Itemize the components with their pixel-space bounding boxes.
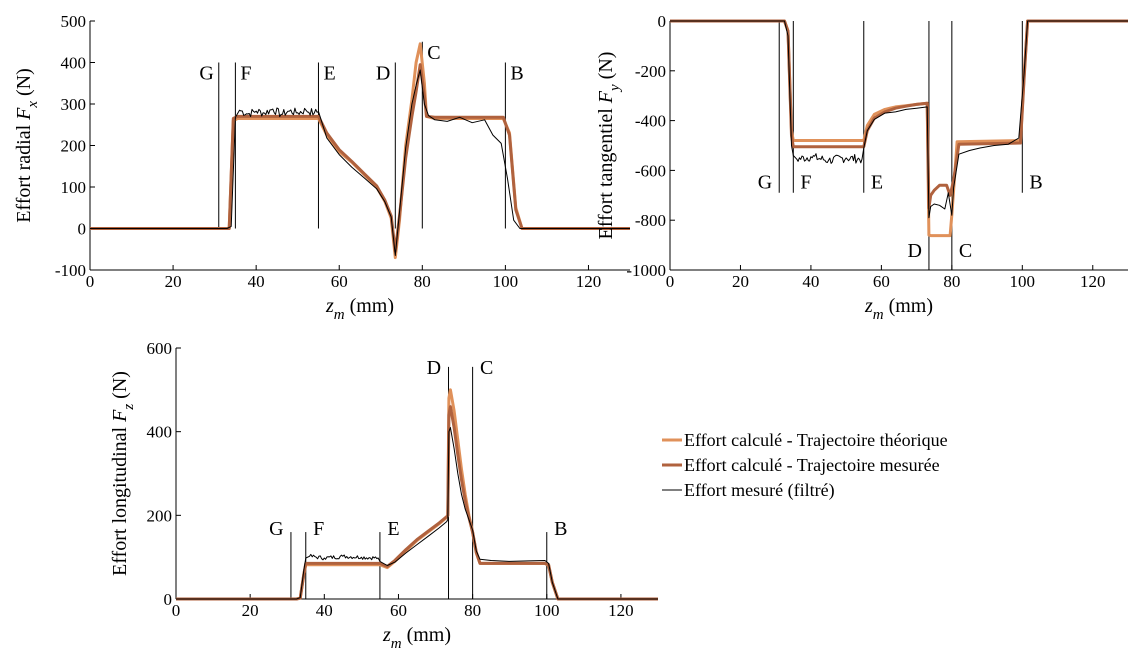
x-tick-label: 0 — [172, 601, 181, 620]
marker-label-C: C — [480, 357, 493, 379]
x-tick-label: 20 — [732, 272, 749, 291]
marker-label-F: F — [240, 63, 251, 85]
x-tick-label: 60 — [873, 272, 890, 291]
series-line-1 — [670, 19, 1128, 238]
x-axis-label: zm (mm) — [325, 295, 394, 323]
x-axis-label: zm (mm) — [382, 624, 451, 650]
series-line-1 — [176, 388, 658, 601]
x-tick-label: 120 — [576, 272, 602, 291]
legend-entry-2: Effort calculé - Trajectoire mesurée — [684, 455, 940, 475]
marker-label-C: C — [427, 42, 440, 64]
y-tick-label: 100 — [61, 178, 87, 197]
marker-label-D: D — [907, 240, 921, 262]
marker-label-B: B — [1029, 172, 1042, 194]
marker-label-E: E — [323, 63, 335, 85]
y-tick-label: 0 — [164, 590, 173, 609]
y-tick-label: -400 — [635, 112, 666, 131]
series-line-3 — [176, 427, 658, 600]
x-tick-label: 40 — [802, 272, 819, 291]
series-line-2 — [670, 19, 1128, 210]
marker-label-F: F — [313, 518, 324, 540]
y-tick-label: 300 — [61, 95, 87, 114]
marker-label-F: F — [800, 172, 811, 194]
y-tick-label: 400 — [147, 423, 173, 442]
y-tick-label: 0 — [658, 12, 667, 31]
x-tick-label: 20 — [242, 601, 259, 620]
marker-label-G: G — [269, 518, 283, 540]
y-tick-label: -200 — [635, 62, 666, 81]
x-tick-label: 40 — [248, 272, 265, 291]
x-tick-label: 100 — [493, 272, 519, 291]
y-tick-label: 400 — [61, 54, 87, 73]
legend-entry-3: Effort mesuré (filtré) — [684, 480, 835, 501]
y-axis-label: Effort radial Fx (N) — [13, 68, 41, 223]
y-tick-label: -600 — [635, 161, 666, 180]
marker-label-E: E — [871, 172, 883, 194]
x-tick-label: 120 — [608, 601, 634, 620]
legend-box — [660, 426, 910, 526]
y-tick-label: 200 — [147, 506, 173, 525]
x-tick-label: 0 — [86, 272, 95, 291]
x-tick-label: 80 — [464, 601, 481, 620]
x-tick-label: 80 — [414, 272, 431, 291]
marker-label-B: B — [510, 63, 523, 85]
y-tick-label: 500 — [61, 12, 87, 31]
y-tick-label: 0 — [78, 220, 87, 239]
x-tick-label: 40 — [316, 601, 333, 620]
y-axis-label: Effort tangentiel Fy (N) — [595, 52, 623, 240]
marker-label-D: D — [376, 63, 390, 85]
series-line-2 — [90, 63, 630, 253]
y-tick-label: -1000 — [626, 261, 666, 280]
x-tick-label: 60 — [331, 272, 348, 291]
x-tick-label: 60 — [390, 601, 407, 620]
x-tick-label: 100 — [534, 601, 560, 620]
x-tick-label: 120 — [1080, 272, 1106, 291]
y-tick-label: -100 — [55, 261, 86, 280]
x-axis-label: zm (mm) — [864, 295, 933, 323]
x-tick-label: 80 — [943, 272, 960, 291]
marker-label-G: G — [758, 172, 772, 194]
legend-entry-1: Effort calculé - Trajectoire théorique — [684, 430, 948, 450]
marker-label-E: E — [387, 518, 399, 540]
series-line-3 — [90, 69, 630, 256]
series-line-3 — [670, 20, 1128, 219]
series-line-1 — [90, 42, 630, 260]
legend: Effort calculé - Trajectoire théorique Ef… — [660, 426, 948, 526]
chart-3: 0 20 40 60 80 100 120 0 200 400 600 G F E D C Bzm (mm) Ef… — [109, 339, 658, 650]
series-line-2 — [176, 405, 658, 601]
y-tick-label: -800 — [635, 211, 666, 230]
x-tick-label: 100 — [1010, 272, 1036, 291]
marker-label-D: D — [427, 357, 441, 379]
x-tick-label: 0 — [666, 272, 675, 291]
chart-2: 0 20 40 60 80 100 120 -1000 -800 -600 -400 -200 0 G F E… — [595, 12, 1128, 323]
marker-label-G: G — [199, 63, 213, 85]
y-tick-label: 600 — [147, 339, 173, 358]
y-axis-label: Effort longitudinal Fz (N) — [109, 371, 137, 576]
marker-label-C: C — [959, 240, 972, 262]
marker-label-B: B — [554, 518, 567, 540]
x-tick-label: 20 — [165, 272, 182, 291]
y-tick-label: 200 — [61, 137, 87, 156]
